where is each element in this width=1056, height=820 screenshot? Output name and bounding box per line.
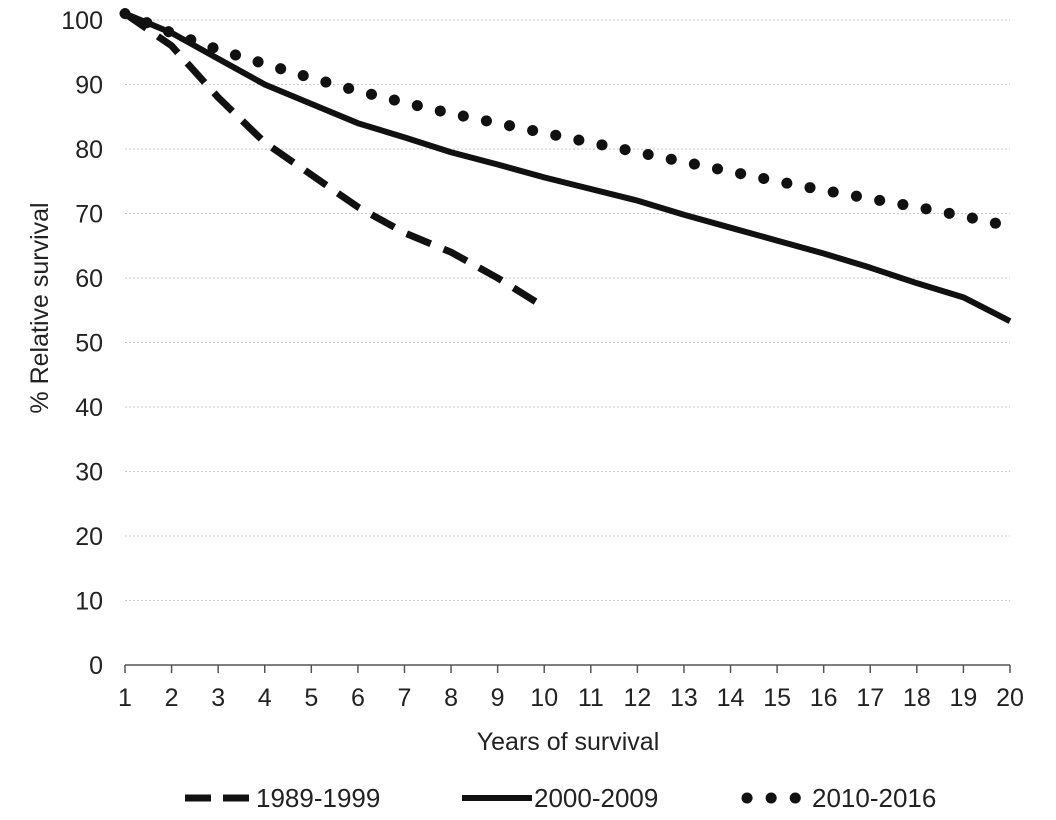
y-tick-label-0: 0 [89, 652, 103, 680]
y-tick-label-10: 10 [75, 588, 103, 616]
legend-label-2010-2016: 2010-2016 [812, 783, 936, 813]
x-tick-label-1: 1 [118, 684, 132, 712]
x-tick-label-2: 2 [165, 684, 179, 712]
x-tick-label-16: 16 [810, 684, 838, 712]
x-tick-label-18: 18 [903, 684, 931, 712]
x-tick-label-6: 6 [351, 684, 365, 712]
x-tick-label-8: 8 [444, 684, 458, 712]
y-tick-label-90: 90 [75, 72, 103, 100]
x-tick-label-11: 11 [578, 684, 604, 712]
y-tick-label-70: 70 [75, 201, 103, 229]
y-tick-label-80: 80 [75, 136, 103, 164]
y-tick-label-20: 20 [75, 523, 103, 551]
x-tick-label-14: 14 [717, 684, 745, 712]
x-tick-label-13: 13 [670, 684, 698, 712]
y-tick-label-100: 100 [61, 7, 103, 35]
series-line-2010-2016 [119, 8, 1016, 232]
y-tick-label-50: 50 [75, 330, 103, 358]
x-tick-label-5: 5 [304, 684, 318, 712]
x-tick-label-19: 19 [950, 684, 978, 712]
x-tick-label-9: 9 [491, 684, 505, 712]
y-tick-label-40: 40 [75, 394, 103, 422]
x-tick-label-10: 10 [530, 684, 558, 712]
legend-label-2000-2009: 2000-2009 [534, 783, 658, 813]
y-tick-label-60: 60 [75, 265, 103, 293]
x-tick-label-20: 20 [996, 684, 1024, 712]
legend-label-1989-1999: 1989-1999 [256, 783, 380, 813]
series-line-1989-1999 [123, 10, 547, 310]
legend: 1989-1999 2000-2009 2010-2016 [185, 783, 936, 813]
x-tick-label-15: 15 [763, 684, 791, 712]
x-tick-label-12: 12 [623, 684, 651, 712]
x-tick-label-17: 17 [856, 684, 884, 712]
x-axis-title: Years of survival [477, 728, 660, 756]
series-layer [119, 8, 1016, 324]
grid-layer [125, 19, 1010, 601]
y-tick-label-30: 30 [75, 459, 103, 487]
series-line-2000-2009 [123, 10, 1012, 324]
x-tick-label-3: 3 [211, 684, 225, 712]
x-tick-label-4: 4 [258, 684, 272, 712]
x-tick-label-7: 7 [398, 684, 412, 712]
y-axis-title: % Relative survival [26, 202, 54, 413]
